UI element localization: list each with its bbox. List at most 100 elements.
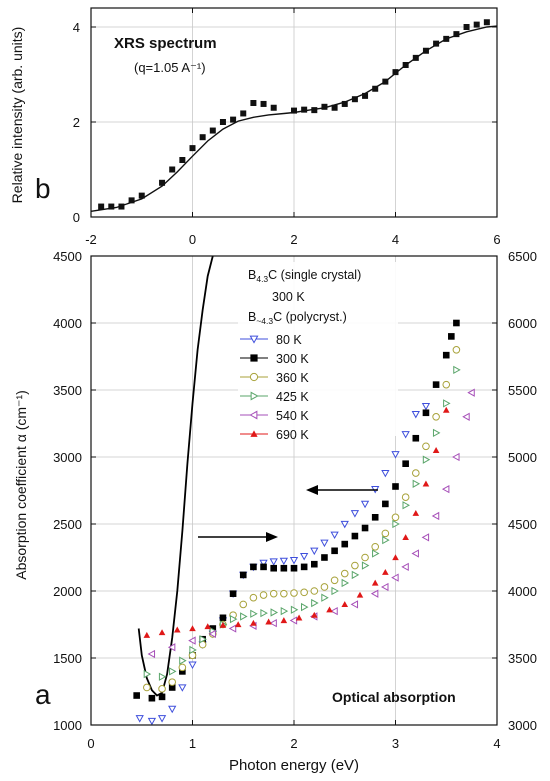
point-80-k	[381, 469, 390, 478]
panel-a-xtick-label: 3	[392, 736, 399, 751]
panel-b-ylabel: Relative intensity (arb. units)	[9, 27, 25, 204]
point-300-k	[331, 547, 338, 555]
panel-b-point	[341, 100, 348, 107]
point-300-k	[392, 483, 399, 490]
point-80-k	[360, 500, 370, 509]
panel-b-points	[98, 19, 490, 210]
point-360-k	[310, 587, 319, 595]
point-360-k	[300, 588, 308, 597]
point-540-k	[391, 573, 399, 582]
series-540-k-points	[147, 388, 475, 659]
point-540-k	[411, 549, 419, 558]
panel-b-point	[422, 47, 429, 54]
point-425-k	[372, 549, 380, 558]
point-690-k	[189, 625, 196, 632]
point-80-k	[157, 715, 167, 723]
point-300-k	[321, 554, 328, 561]
point-690-k	[422, 480, 430, 487]
panel-a-marks	[133, 256, 475, 725]
panel-b-point	[128, 197, 135, 204]
point-300-k	[229, 590, 237, 597]
panel-a-xtick-label: 2	[290, 736, 297, 751]
point-80-k	[330, 531, 339, 540]
point-300-k	[133, 692, 140, 699]
point-540-k	[401, 562, 409, 572]
point-300-k	[219, 614, 227, 622]
point-80-k	[391, 451, 400, 459]
panel-b-point	[463, 24, 470, 30]
panel-b-point	[159, 179, 166, 186]
point-690-k	[234, 621, 242, 628]
point-80-k	[259, 559, 268, 568]
point-540-k	[452, 452, 460, 462]
point-690-k	[204, 623, 212, 630]
point-360-k	[143, 683, 151, 692]
panel-a-xtick-label: 0	[87, 736, 94, 751]
point-80-k	[421, 402, 431, 411]
point-360-k	[381, 529, 390, 538]
point-690-k	[295, 614, 303, 621]
point-425-k	[301, 602, 309, 612]
panel-b-point	[321, 103, 328, 110]
point-690-k	[382, 568, 389, 575]
legend-label-80-k: 80 K	[276, 333, 302, 347]
panel-a-ticks: 0 1 2 3 4 1000 1500 2000 2500 3000 3500 4000 4500 300…	[53, 249, 537, 751]
panel-b-ytick-label: 2	[73, 115, 80, 130]
series-690-k-points	[143, 406, 450, 638]
point-80-k	[411, 410, 420, 419]
point-690-k	[173, 626, 181, 633]
legend-header-single-crystal: B4.3C (single crystal)	[248, 268, 361, 284]
point-540-k	[167, 643, 176, 652]
panel-b-title: XRS spectrum	[114, 35, 217, 52]
point-80-k	[279, 557, 288, 566]
point-425-k	[250, 609, 258, 618]
point-300-k	[270, 564, 277, 572]
panel-a-ytick-label-left: 2500	[53, 517, 82, 532]
point-300-k	[168, 684, 176, 691]
panel-b-point	[108, 203, 115, 210]
point-425-k	[331, 586, 339, 596]
series-425-k-points	[143, 365, 461, 681]
point-690-k	[158, 629, 166, 636]
point-425-k	[260, 608, 268, 618]
point-360-k	[239, 600, 248, 609]
point-80-k	[350, 510, 360, 518]
point-540-k	[289, 616, 298, 625]
panel-b-ytick-label: 4	[73, 20, 80, 35]
point-360-k	[452, 346, 461, 354]
panel-b-point	[179, 157, 186, 163]
panel-b-point	[118, 203, 125, 210]
point-80-k	[340, 520, 349, 529]
panel-b-ticks: -2 0 2 4 6 0 2 4	[73, 8, 501, 247]
panel-b-point	[372, 85, 379, 92]
panel-b-point	[260, 100, 267, 107]
arrow-right	[198, 532, 278, 542]
legend-label-360-k: 360 K	[276, 371, 309, 385]
point-540-k	[441, 485, 450, 494]
legend-marker-360-k	[249, 372, 259, 382]
point-540-k	[421, 533, 430, 542]
panel-a-ytick-label-left: 4000	[53, 316, 82, 331]
point-80-k	[135, 715, 144, 723]
point-80-k	[188, 661, 197, 670]
panel-b-point	[189, 145, 196, 152]
point-360-k	[320, 583, 329, 591]
point-540-k	[431, 511, 440, 521]
point-425-k	[432, 428, 441, 438]
point-300-k	[148, 694, 156, 702]
panel-a-ytick-label-right: 3500	[508, 651, 537, 666]
series-line-300k-single-crystal	[137, 256, 214, 697]
point-425-k	[199, 635, 207, 644]
legend-marker-690-k	[250, 430, 258, 437]
panel-b-point	[311, 107, 318, 114]
point-300-k	[300, 563, 308, 571]
panel-b-point	[473, 21, 480, 28]
point-690-k	[356, 591, 364, 598]
series-360-k-points	[143, 346, 461, 693]
panel-a-ytick-label-right: 3000	[508, 718, 537, 733]
panel-a-ytick-label-left: 3500	[53, 383, 82, 398]
point-540-k	[330, 606, 338, 616]
panel-a-ytick-label-right: 4500	[508, 517, 537, 532]
panel-b-point	[291, 107, 297, 114]
legend-label-540-k: 540 K	[276, 409, 309, 423]
